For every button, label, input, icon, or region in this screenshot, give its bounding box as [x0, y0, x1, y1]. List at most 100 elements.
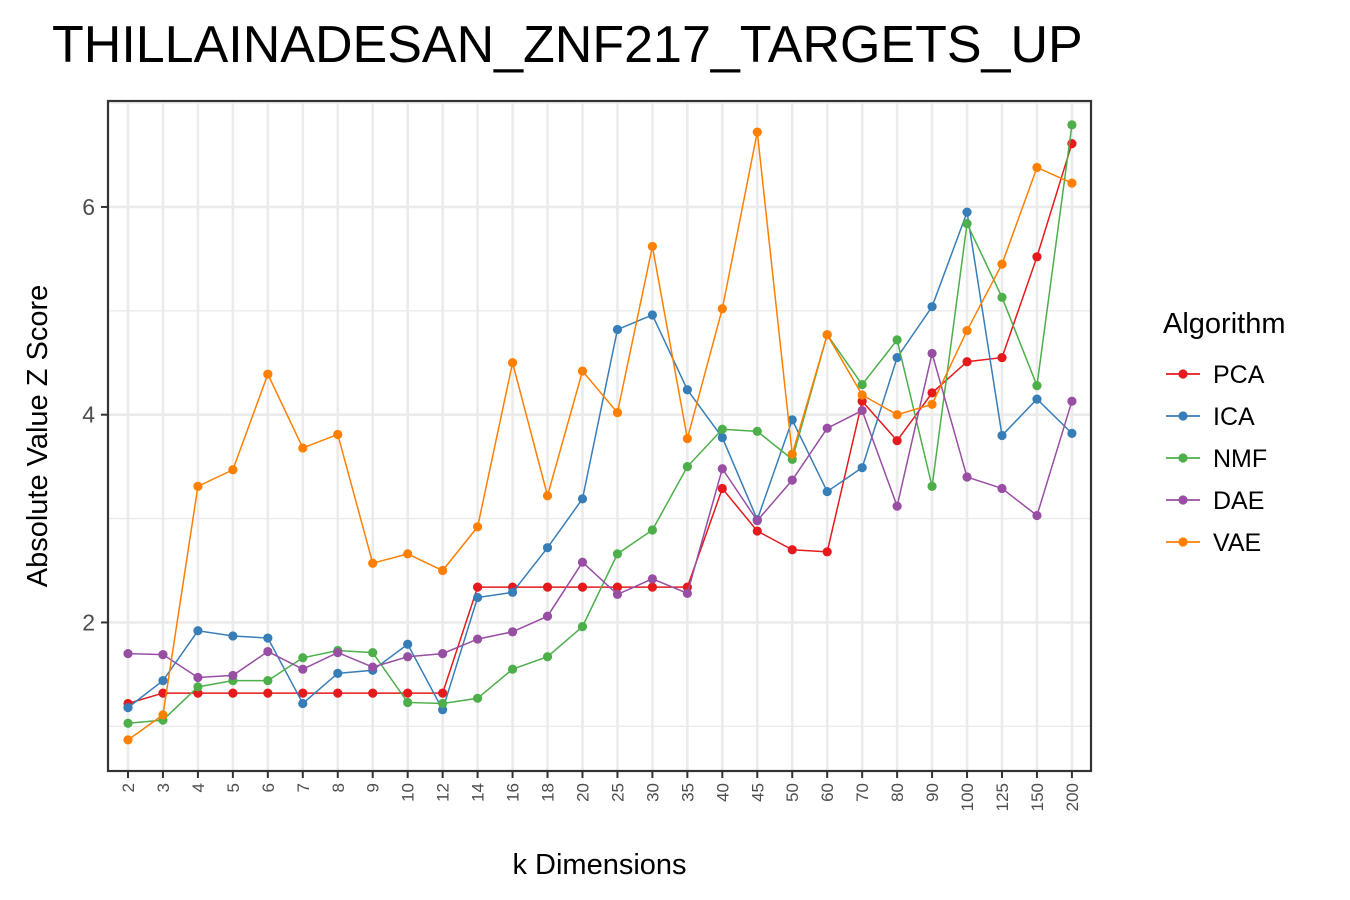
data-point-pca: [787, 545, 797, 555]
legend-label: NMF: [1213, 445, 1267, 473]
data-point-vae: [123, 735, 133, 745]
data-point-nmf: [542, 652, 553, 662]
data-point-dae: [717, 464, 727, 474]
data-point-ica: [403, 639, 413, 649]
data-point-pca: [612, 582, 623, 592]
legend-key-point: [1178, 369, 1188, 379]
data-point-pca: [927, 388, 937, 398]
data-point-nmf: [892, 335, 902, 345]
data-point-ica: [1032, 394, 1042, 404]
data-point-ica: [228, 631, 238, 641]
data-point-vae: [647, 241, 658, 252]
data-point-ica: [507, 587, 518, 597]
y-axis-title: Absolute Value Z Score: [22, 285, 54, 588]
data-point-vae: [752, 127, 762, 137]
x-tick-label: 9: [364, 783, 383, 792]
data-point-pca: [228, 688, 238, 698]
legend-label: DAE: [1213, 487, 1264, 515]
legend-label: VAE: [1213, 529, 1261, 557]
data-point-dae: [997, 483, 1007, 494]
data-point-nmf: [438, 698, 448, 709]
x-tick-label: 14: [469, 783, 488, 802]
x-tick-label: 12: [434, 783, 453, 802]
data-point-ica: [997, 430, 1007, 441]
data-point-pca: [647, 582, 658, 592]
data-point-dae: [403, 652, 413, 662]
data-point-vae: [1032, 162, 1042, 173]
data-point-nmf: [927, 481, 937, 491]
x-tick-label: 20: [573, 783, 592, 802]
data-point-pca: [1032, 252, 1042, 262]
data-point-ica: [298, 698, 308, 709]
data-point-vae: [682, 434, 692, 444]
data-point-dae: [368, 662, 378, 672]
data-point-nmf: [752, 426, 762, 436]
data-point-dae: [927, 348, 937, 359]
data-point-ica: [787, 415, 797, 425]
data-point-dae: [857, 405, 867, 416]
data-point-ica: [682, 385, 692, 395]
x-tick-label: 45: [748, 783, 767, 802]
series-line-vae: [127, 132, 1073, 741]
data-point-nmf: [263, 676, 273, 686]
data-point-nmf: [1032, 381, 1042, 391]
x-axis-title: k Dimensions: [512, 849, 686, 881]
series-ica: [123, 207, 1077, 715]
data-point-vae: [193, 481, 203, 491]
data-point-dae: [1032, 510, 1042, 521]
data-point-vae: [438, 565, 448, 576]
data-point-vae: [857, 390, 867, 400]
x-tick-label: 6: [259, 783, 278, 792]
data-point-dae: [612, 589, 623, 600]
x-tick-label: 100: [958, 783, 977, 811]
x-tick-label: 150: [1028, 783, 1047, 811]
data-point-vae: [1067, 178, 1077, 188]
data-point-pca: [298, 688, 308, 698]
data-point-pca: [577, 582, 588, 592]
data-point-nmf: [647, 525, 658, 535]
data-point-dae: [298, 664, 308, 674]
data-point-nmf: [193, 682, 203, 692]
data-point-dae: [438, 649, 448, 659]
data-point-pca: [892, 436, 902, 446]
legend-key-point: [1178, 537, 1188, 547]
x-tick-label: 125: [993, 783, 1012, 811]
legend-item-nmf: NMF: [1166, 445, 1267, 473]
series-layer: [123, 120, 1077, 745]
data-point-pca: [438, 688, 448, 698]
data-point-vae: [263, 369, 273, 379]
x-tick-label: 8: [329, 783, 348, 792]
data-point-vae: [228, 465, 238, 475]
data-point-pca: [473, 582, 483, 592]
series-pca: [123, 138, 1077, 709]
data-point-dae: [962, 472, 972, 482]
data-point-nmf: [1067, 120, 1077, 130]
x-tick-label: 7: [294, 783, 313, 792]
data-point-vae: [577, 366, 588, 376]
data-point-vae: [717, 304, 727, 314]
data-point-ica: [473, 592, 483, 603]
data-point-nmf: [857, 379, 867, 390]
data-point-pca: [403, 688, 413, 698]
data-point-nmf: [473, 693, 483, 703]
data-point-dae: [822, 423, 832, 433]
data-point-vae: [368, 558, 378, 568]
legend-key-point: [1178, 453, 1188, 463]
x-tick-label: 25: [608, 783, 627, 802]
data-point-ica: [927, 302, 937, 312]
x-tick-label: 18: [539, 783, 558, 802]
data-point-ica: [158, 676, 168, 686]
data-point-nmf: [507, 664, 518, 674]
legend-item-dae: DAE: [1166, 487, 1264, 515]
data-point-dae: [752, 516, 762, 526]
series-dae: [123, 348, 1077, 683]
data-point-vae: [158, 710, 168, 720]
data-point-dae: [158, 650, 168, 660]
series-vae: [123, 127, 1077, 745]
data-point-pca: [997, 352, 1007, 363]
x-tick-label: 70: [853, 783, 872, 802]
y-tick-label: 4: [82, 402, 95, 428]
data-point-nmf: [577, 622, 588, 632]
